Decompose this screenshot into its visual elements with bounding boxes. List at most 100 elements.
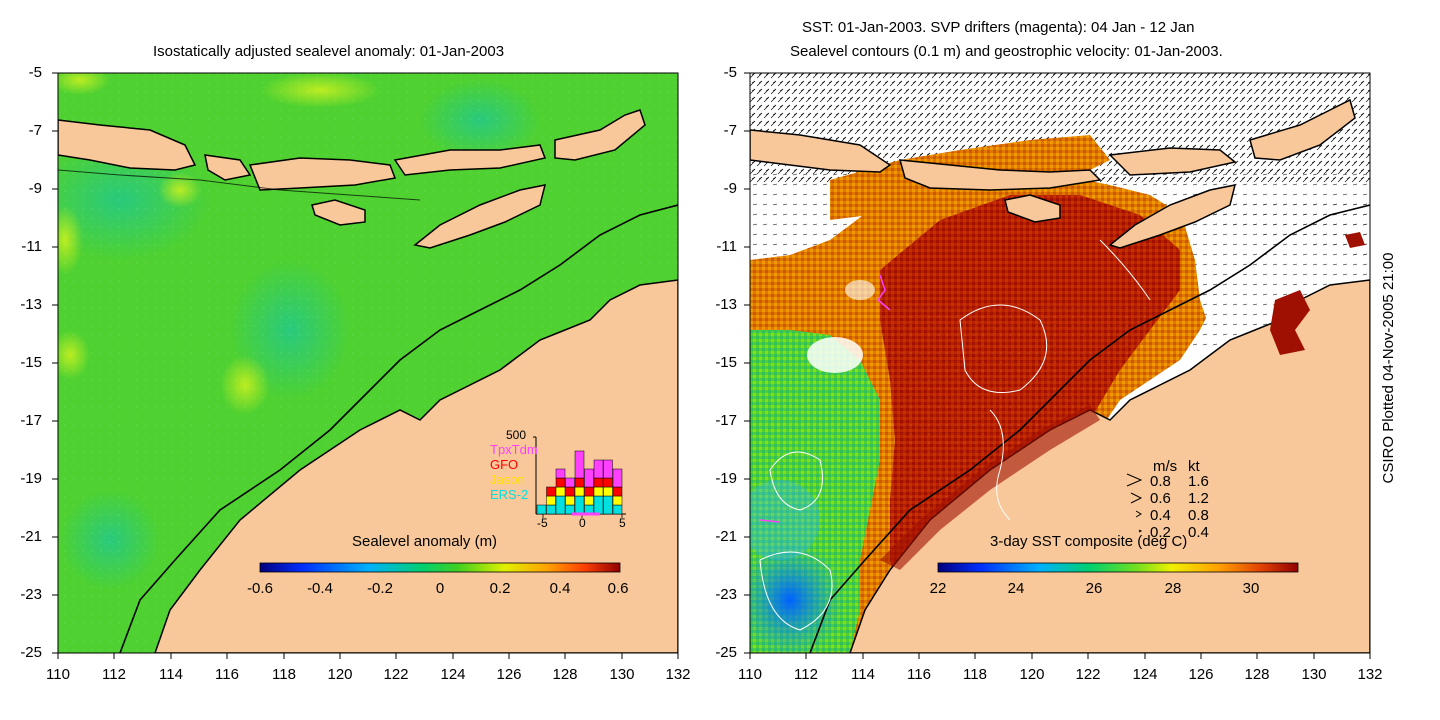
velocity-legend-kt: 1.2 — [1188, 490, 1209, 507]
inset-bar-segment — [584, 486, 594, 497]
left-y-label: -21 — [20, 528, 42, 545]
right-map-title-line2: Sealevel contours (0.1 m) and geostrophi… — [790, 43, 1223, 60]
inset-bar-segment — [574, 450, 585, 479]
left-colorbar-tick: 0 — [435, 580, 445, 597]
inset-bar-segment — [612, 504, 623, 515]
velocity-legend-kt: 1.6 — [1188, 473, 1209, 490]
right-y-label: -17 — [715, 412, 737, 429]
velocity-legend-kt-header: kt — [1188, 458, 1200, 475]
inset-bar-segment — [565, 486, 575, 497]
right-y-label: -21 — [715, 528, 737, 545]
left-y-label: -23 — [20, 586, 42, 603]
inset-bar-segment — [584, 468, 594, 488]
velocity-legend-ms-header: m/s — [1153, 458, 1178, 475]
inset-ymax-label: 500 — [506, 428, 527, 442]
inset-bar-segment — [555, 468, 566, 479]
right-colorbar-tick: 28 — [1164, 580, 1182, 597]
left-y-label: -9 — [28, 180, 42, 197]
right-y-label: -19 — [715, 470, 737, 487]
right-colorbar-tick: 26 — [1085, 580, 1103, 597]
inset-bar-segment — [555, 495, 566, 515]
right-colorbar-label: 3-day SST composite (deg C) — [990, 533, 1188, 550]
right-y-label: -11 — [716, 238, 737, 255]
left-x-label: 120 — [327, 666, 353, 683]
left-colorbar-label: Sealevel anomaly (m) — [352, 533, 498, 550]
inset-bar-segment — [593, 477, 604, 488]
left-y-label: -19 — [20, 470, 42, 487]
inset-bar-segment — [593, 459, 604, 479]
velocity-legend-kt: 0.8 — [1188, 507, 1209, 524]
inset-bar-segment — [555, 486, 566, 497]
left-colorbar-tick: 0.4 — [549, 580, 571, 597]
inset-bar-segment — [546, 486, 556, 497]
left-y-ticks — [52, 72, 58, 654]
right-x-label: 124 — [1132, 666, 1158, 683]
inset-bar-segment — [612, 486, 623, 497]
left-map-field — [58, 73, 678, 653]
left-x-ticks — [57, 653, 679, 659]
velocity-legend-ms: 0.8 — [1150, 473, 1171, 490]
right-x-label: 116 — [907, 666, 931, 683]
inset-bar-segment — [536, 504, 547, 515]
inset-legend-jason: Jason — [490, 472, 525, 487]
left-x-label: 124 — [440, 666, 466, 683]
inset-bar-segment — [603, 477, 613, 488]
inset-x-tick: 0 — [579, 516, 586, 530]
inset-bar-segment — [603, 486, 613, 497]
inset-x-tick: 5 — [619, 516, 626, 530]
inset-bar-segment — [612, 468, 623, 488]
left-colorbar — [259, 562, 621, 573]
left-x-label: 128 — [552, 666, 578, 683]
right-x-label: 126 — [1188, 666, 1214, 683]
right-x-label: 112 — [794, 666, 818, 683]
left-y-label: -11 — [21, 238, 42, 255]
inset-bar-segment — [603, 459, 613, 479]
left-x-label: 112 — [102, 666, 126, 683]
inset-legend-tpxtdm: TpxTdm — [490, 442, 538, 457]
inset-bar-segment — [565, 477, 575, 488]
right-colorbar-tick: 24 — [1007, 580, 1025, 597]
right-y-label: -5 — [723, 64, 737, 81]
inset-x-tick: -5 — [537, 516, 548, 530]
velocity-legend-ms: 0.6 — [1150, 490, 1171, 507]
inset-bar-segment — [612, 495, 623, 506]
right-x-label: 114 — [851, 666, 875, 683]
right-colorbar — [937, 562, 1299, 573]
inset-bar-segment — [603, 495, 613, 515]
inset-bar-segment — [574, 486, 585, 497]
velocity-legend-ms: 0.4 — [1150, 507, 1171, 524]
right-x-label: 110 — [738, 666, 762, 683]
right-colorbar-tick: 30 — [1242, 580, 1260, 597]
left-colorbar-tick: -0.4 — [307, 580, 333, 597]
left-x-label: 114 — [159, 666, 183, 683]
left-map-title: Isostatically adjusted sealevel anomaly:… — [153, 43, 505, 60]
right-x-label: 118 — [963, 666, 987, 683]
inset-histogram — [533, 436, 626, 518]
inset-bar-segment — [584, 495, 594, 506]
right-x-label: 128 — [1244, 666, 1270, 683]
right-y-label: -15 — [715, 354, 737, 371]
right-x-ticks — [749, 653, 1371, 659]
right-map-title-line1: SST: 01-Jan-2003. SVP drifters (magenta)… — [802, 19, 1195, 36]
left-x-label: 118 — [272, 666, 296, 683]
left-colorbar-tick: 0.6 — [607, 580, 629, 597]
plot-credit: CSIRO Plotted 04-Nov-2005 21:00 — [1380, 252, 1397, 484]
inset-bar-segment — [546, 495, 556, 506]
velocity-legend-kt: 0.4 — [1188, 524, 1209, 541]
inset-bar-segment — [574, 477, 585, 488]
right-y-ticks — [744, 72, 750, 654]
left-x-label: 116 — [215, 666, 239, 683]
left-y-label: -5 — [28, 64, 42, 81]
right-x-label: 120 — [1019, 666, 1045, 683]
left-y-label: -17 — [20, 412, 42, 429]
left-x-label: 110 — [46, 666, 70, 683]
left-colorbar-tick: 0.2 — [489, 580, 511, 597]
right-y-label: -25 — [715, 644, 737, 661]
right-y-label: -9 — [723, 180, 737, 197]
left-y-label: -7 — [28, 122, 42, 139]
right-x-label: 130 — [1301, 666, 1327, 683]
left-y-label: -25 — [20, 644, 42, 661]
right-y-label: -7 — [723, 122, 737, 139]
